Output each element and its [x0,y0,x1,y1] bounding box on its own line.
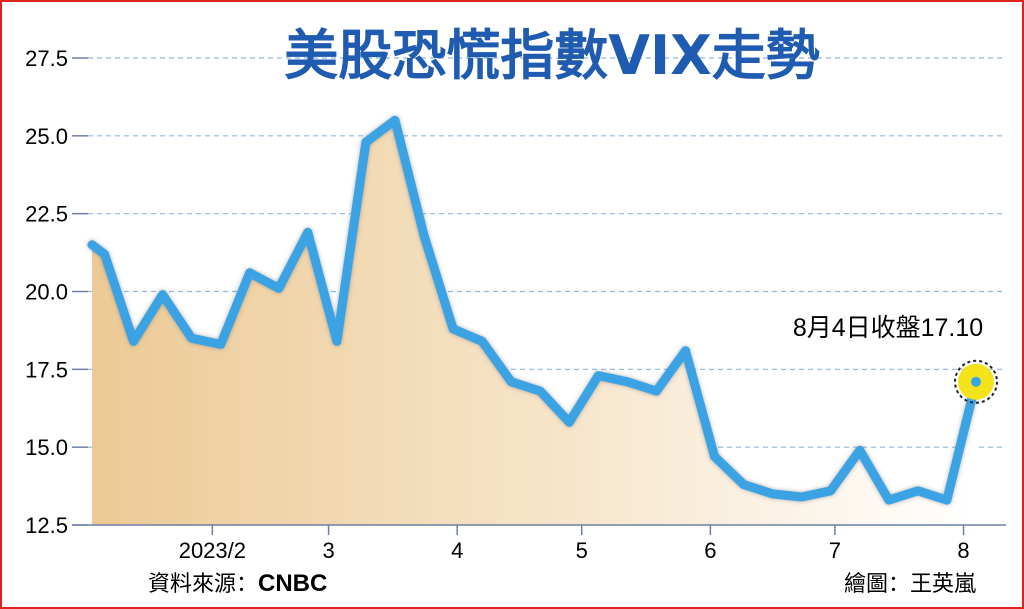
x-tick-label: 5 [576,538,588,563]
y-tick-label: 15.0 [25,435,68,460]
x-axis: 2023/2 3 4 5 6 7 8 [179,525,970,563]
series-line [87,115,981,505]
chart-title: 美股恐慌指數VIX走勢 [284,24,820,87]
highlight-ring [954,359,998,404]
x-tick-label: 8 [957,538,969,563]
y-tick-label: 27.5 [25,46,68,71]
x-tick-label: 6 [704,538,716,563]
y-tick-label: 12.5 [25,513,68,538]
source-label: 資料來源： [148,572,258,597]
credit-text: 繪圖：王英嵐 [844,572,976,597]
data-points [91,120,977,501]
y-tick-label: 22.5 [25,202,68,227]
annotation-label: 8月4日收盤17.10 [793,314,983,342]
source-name: CNBC [258,570,327,597]
y-tick-label: 25.0 [25,124,68,149]
x-tick-label: 7 [829,538,841,563]
source-text: 資料來源：CNBC [148,570,327,597]
y-axis: 12.5 15.0 17.5 20.0 22.5 25.0 27.5 [25,46,88,538]
x-tick-label: 2023/2 [179,538,246,563]
area-fill [92,120,976,526]
y-tick-label: 17.5 [25,357,68,382]
x-tick-label: 3 [322,538,334,563]
x-tick-label: 4 [451,538,463,563]
y-tick-label: 20.0 [25,280,68,305]
